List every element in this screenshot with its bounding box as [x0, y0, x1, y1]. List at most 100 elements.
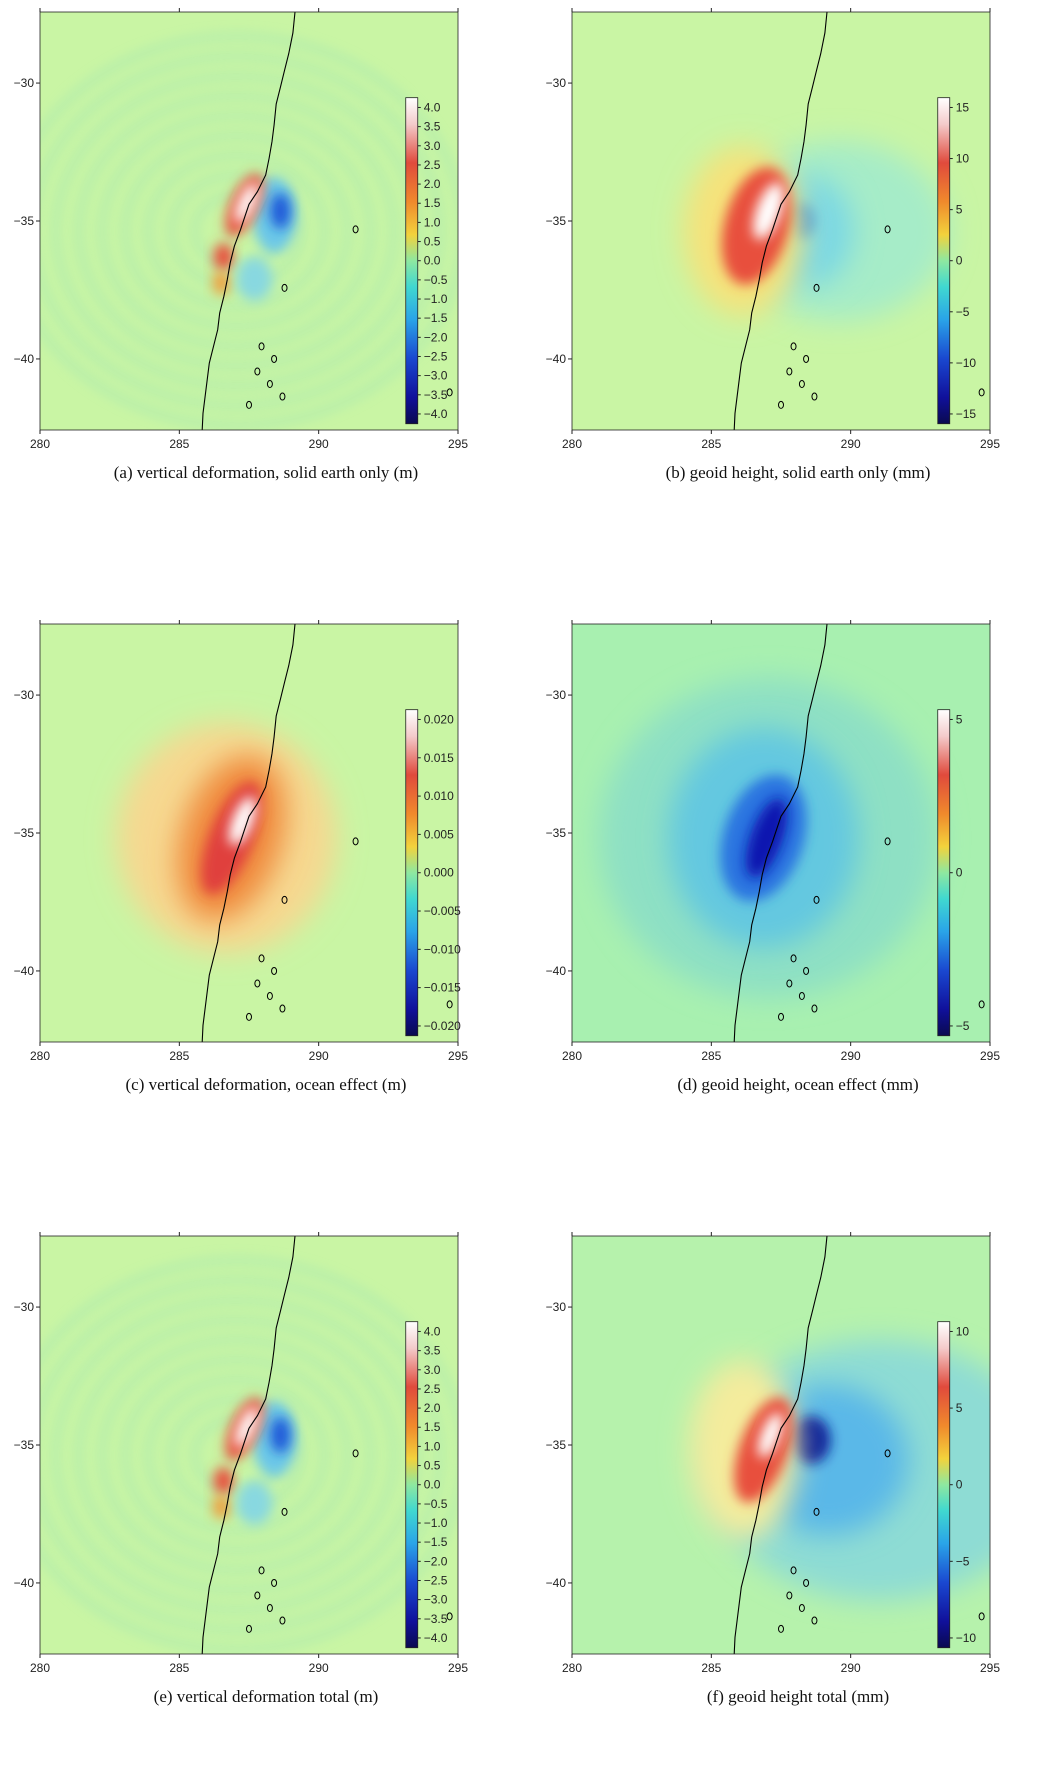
y-tick-label: −30	[546, 76, 567, 90]
colorbar-label: −5	[956, 1019, 970, 1033]
colorbar-label: 10	[956, 152, 970, 166]
x-tick-label: 295	[448, 1049, 468, 1063]
colorbar-label: −1.0	[424, 292, 448, 306]
x-tick-label: 290	[309, 1049, 329, 1063]
x-tick-label: 295	[448, 1661, 468, 1675]
ripple-ring	[167, 171, 306, 291]
island	[811, 1004, 818, 1013]
colorbar-label: −1.5	[424, 311, 448, 325]
island	[258, 342, 265, 351]
map-field	[572, 1236, 990, 1654]
island	[813, 283, 820, 292]
ripple-ring	[75, 92, 398, 370]
coastline	[733, 12, 828, 430]
colorbar	[937, 709, 951, 1037]
colorbar-label: 2.0	[424, 1401, 441, 1415]
colorbar-label: 3.5	[424, 1344, 441, 1358]
caption-e: (e) vertical deformation total (m)	[153, 1687, 379, 1706]
colorbar-label: −1.5	[424, 1535, 448, 1549]
x-tick-label: 290	[841, 1661, 861, 1675]
island	[978, 1612, 985, 1621]
colorbar-label: −2.5	[424, 1573, 448, 1587]
x-tick-label: 290	[841, 1049, 861, 1063]
island	[258, 1566, 265, 1575]
panel-d: 280 285 290 295 −30 −35 −40 5 0 −5 (d) geoid heig…	[532, 612, 1064, 1112]
colorbar-label: −0.015	[424, 981, 461, 995]
island	[266, 992, 273, 1001]
x-tick-label: 280	[30, 1661, 50, 1675]
x-tick-label: 295	[448, 437, 468, 451]
ripple-ring	[121, 1356, 352, 1554]
colorbar-label: −5	[956, 1554, 970, 1568]
colorbar-label: −0.5	[424, 273, 448, 287]
colorbar	[405, 97, 419, 425]
x-tick-label: 285	[701, 1661, 721, 1675]
colorbar-label: 0	[956, 254, 963, 268]
colorbar-label: −4.0	[424, 1631, 448, 1645]
ripple-ring	[167, 1395, 306, 1515]
x-tick-label: 285	[701, 437, 721, 451]
colorbar-label: 0.005	[424, 827, 454, 841]
y-tick-label: −35	[546, 1438, 567, 1452]
island	[790, 342, 797, 351]
colorbar-label: 2.5	[424, 1382, 441, 1396]
island	[279, 392, 286, 401]
colorbar-label: 1.5	[424, 1420, 441, 1434]
colorbar-label: 4.0	[424, 1324, 441, 1338]
positive-peak	[234, 182, 259, 224]
negative-lobe-south	[236, 257, 273, 301]
colorbar-label: −2.5	[424, 349, 448, 363]
map-field	[572, 624, 990, 1042]
coastline	[733, 1236, 828, 1654]
ripple-ring	[40, 33, 458, 429]
colorbar-label: −4.0	[424, 407, 448, 421]
positive-peak	[758, 1412, 783, 1458]
island	[266, 1604, 273, 1613]
island	[798, 1604, 805, 1613]
map-e: 280 285 290 295 −30 −35 −40 4.0 3.5 3.0 2.5 2.0 1.5 1…	[14, 1232, 468, 1675]
y-tick-label: −30	[546, 688, 567, 702]
ripple-ring	[98, 112, 375, 350]
map-field	[40, 624, 458, 1042]
positive-lobe-south	[213, 243, 234, 271]
colorbar-label: 3.0	[424, 1363, 441, 1377]
positive-tail	[212, 1495, 231, 1519]
island	[811, 1616, 818, 1625]
ripple-ring	[75, 1316, 398, 1594]
island	[798, 992, 805, 1001]
colorbar-label: −0.005	[424, 904, 461, 918]
island	[790, 1566, 797, 1575]
colorbar-label: 5	[956, 203, 963, 217]
ripple-ring	[144, 151, 329, 311]
x-tick-label: 285	[701, 1049, 721, 1063]
colorbar-label: 5	[956, 1401, 963, 1415]
colorbar-label: 0.5	[424, 1459, 441, 1473]
island	[803, 1578, 810, 1587]
island	[786, 979, 793, 988]
colorbar-label: −3.5	[424, 1612, 448, 1626]
colorbar-label: 0	[956, 1478, 963, 1492]
ripple-ring	[98, 1336, 375, 1574]
map-a: 280 285 290 295 −30 −35 −40 4.0 3.5 3.0 2.5 2.0 1.5 1…	[14, 8, 468, 451]
colorbar-label: 0.0	[424, 1478, 441, 1492]
map-field	[572, 12, 990, 430]
x-tick-label: 290	[309, 437, 329, 451]
colorbar	[937, 1321, 951, 1649]
island	[352, 837, 359, 846]
island	[813, 895, 820, 904]
island	[978, 1000, 985, 1009]
colorbar-label: 15	[956, 100, 970, 114]
colorbar-label: −1.0	[424, 1516, 448, 1530]
positive-lobe-south	[213, 1467, 234, 1495]
panel-e: 280 285 290 295 −30 −35 −40 4.0 3.5 3.0 2.5 2.0 1.5 1…	[0, 1224, 532, 1724]
map-field	[40, 12, 458, 430]
x-tick-label: 295	[980, 437, 1000, 451]
colorbar-label: −3.5	[424, 388, 448, 402]
y-tick-label: −35	[14, 826, 35, 840]
y-tick-label: −30	[546, 1300, 567, 1314]
y-tick-label: −40	[546, 1576, 567, 1590]
ripple-ring	[144, 1375, 329, 1535]
y-tick-label: −35	[546, 826, 567, 840]
island	[786, 1591, 793, 1600]
island	[246, 400, 252, 409]
